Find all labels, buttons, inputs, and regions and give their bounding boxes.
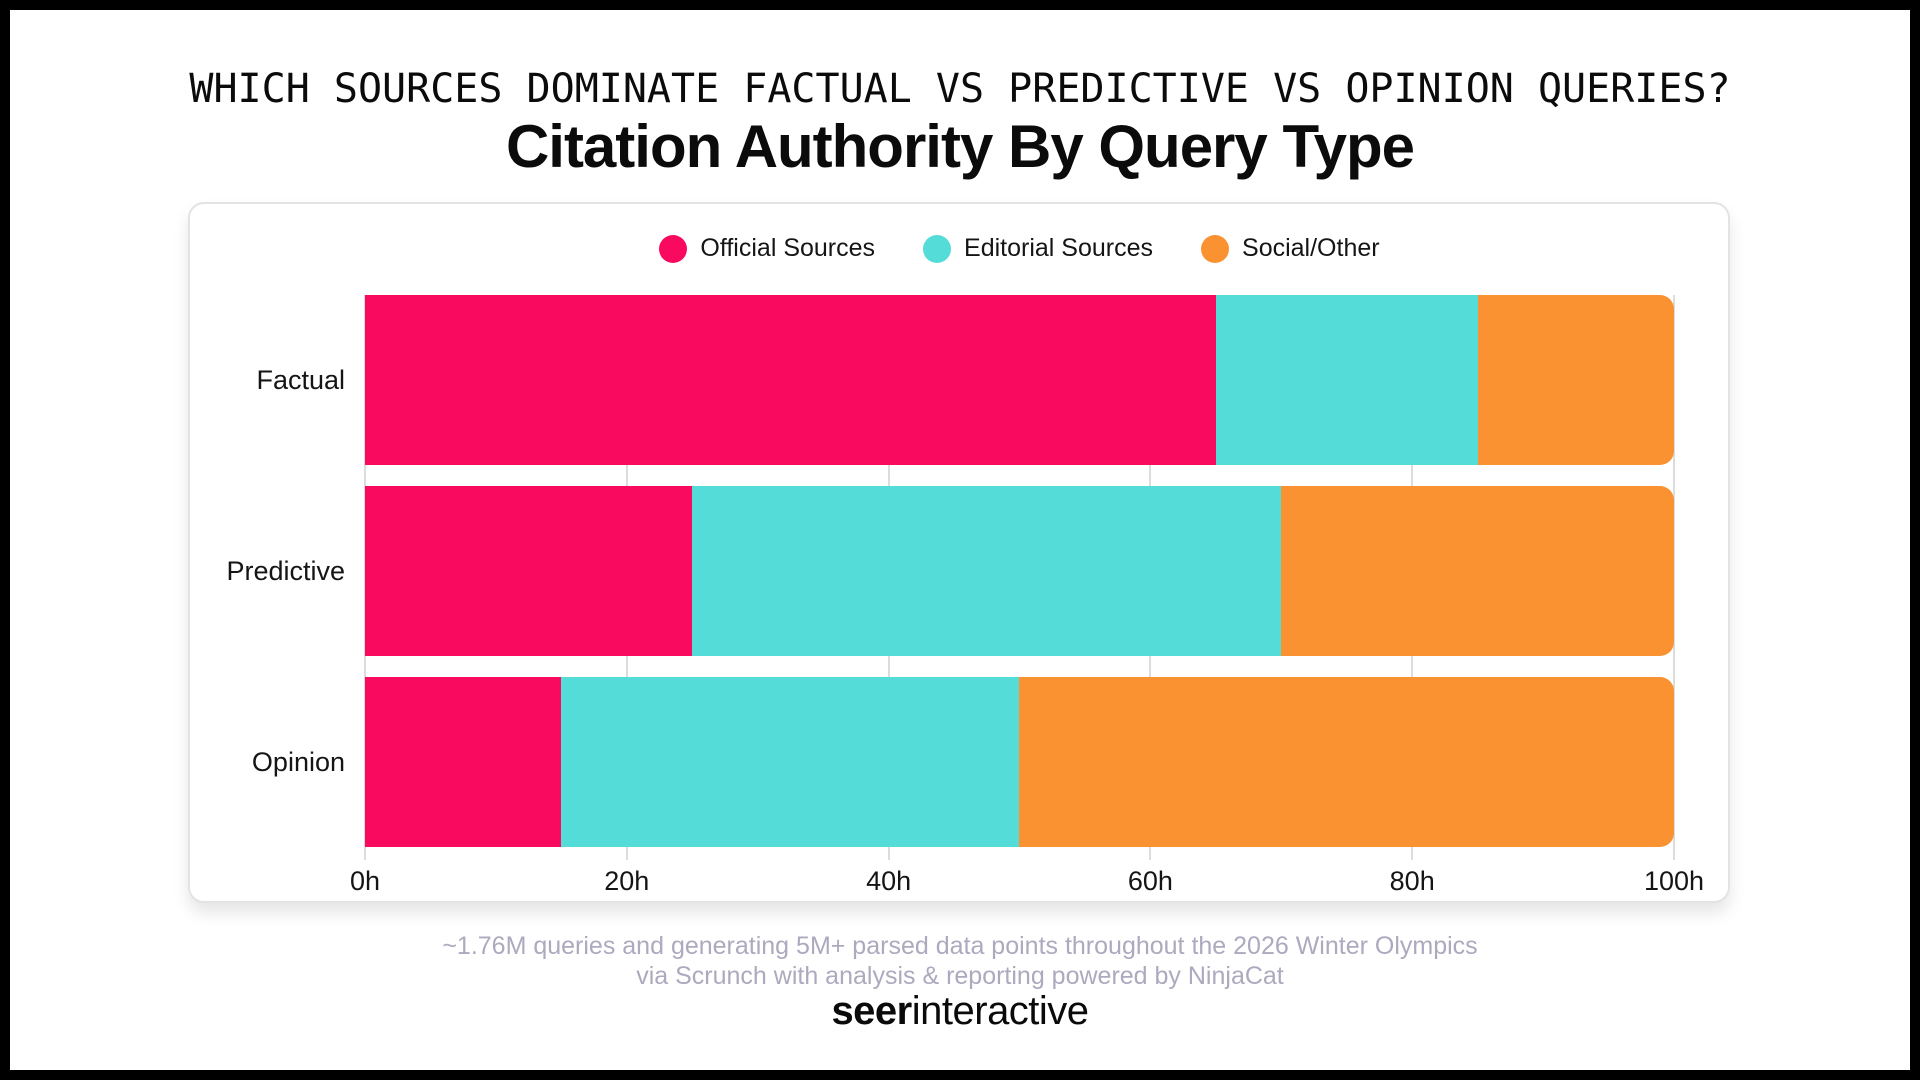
plot-area: Factual Predictive Opinion [190,295,1675,860]
y-axis-label: Factual [256,364,345,395]
legend-swatch-icon [923,234,952,263]
page-title: Citation Authority By Query Type [505,113,1415,180]
x-tick-0h: 0h [349,866,381,896]
legend-item-official-sources: Official Sources [659,234,875,263]
stacked-bar-opinion [365,677,1674,847]
bar-row-predictive: Predictive [190,486,1674,656]
chart-legend: Official Sources Editorial Sources Social/… [365,234,1674,263]
bar-segment-factual-social-other [1477,295,1674,465]
chart-card: Official Sources Editorial Sources Social/… [188,202,1730,903]
bar-rows: Factual Predictive Opinion [190,295,1674,847]
y-axis-label: Opinion [251,746,345,777]
bar-segment-opinion-editorial-sources [561,677,1020,847]
seer-interactive-logo: seerinteractive [10,989,1910,1034]
gridline-100h [1673,295,1675,860]
logo-light-text: interactive [911,989,1089,1033]
bar-segment-predictive-social-other [1281,486,1674,656]
legend-label: Editorial Sources [964,234,1154,262]
legend-label: Social/Other [1242,234,1380,262]
bar-segment-factual-editorial-sources [1215,295,1478,465]
x-tick-60h: 60h [1127,866,1173,896]
kicker-title: WHICH SOURCES DOMINATE FACTUAL VS PREDIC… [189,66,1731,112]
bar-segment-predictive-official-sources [365,486,693,656]
bar-row-factual: Factual [190,295,1674,465]
y-axis-label: Predictive [226,555,345,586]
bar-segment-predictive-editorial-sources [692,486,1282,656]
stacked-bar-factual [365,295,1674,465]
legend-item-social-other: Social/Other [1201,234,1380,263]
legend-swatch-icon [659,234,688,263]
legend-item-editorial-sources: Editorial Sources [923,234,1153,263]
x-axis: 0h 20h 40h 60h 80h 100h [350,866,1704,900]
footer-line-1: ~1.76M queries and generating 5M+ parsed… [442,932,1478,960]
bar-segment-opinion-official-sources [365,677,562,847]
x-tick-20h: 20h [604,866,650,896]
bar-row-opinion: Opinion [190,677,1674,847]
x-tick-40h: 40h [866,866,912,896]
stacked-bar-predictive [365,486,1674,656]
logo-bold-text: seer [831,989,912,1033]
legend-swatch-icon [1201,234,1230,263]
x-tick-80h: 80h [1389,866,1435,896]
bar-segment-factual-official-sources [365,295,1216,465]
bar-segment-opinion-social-other [1019,677,1674,847]
x-tick-100h: 100h [1643,866,1705,896]
footer-line-2: via Scrunch with analysis & reporting po… [636,962,1284,990]
legend-label: Official Sources [700,234,876,262]
